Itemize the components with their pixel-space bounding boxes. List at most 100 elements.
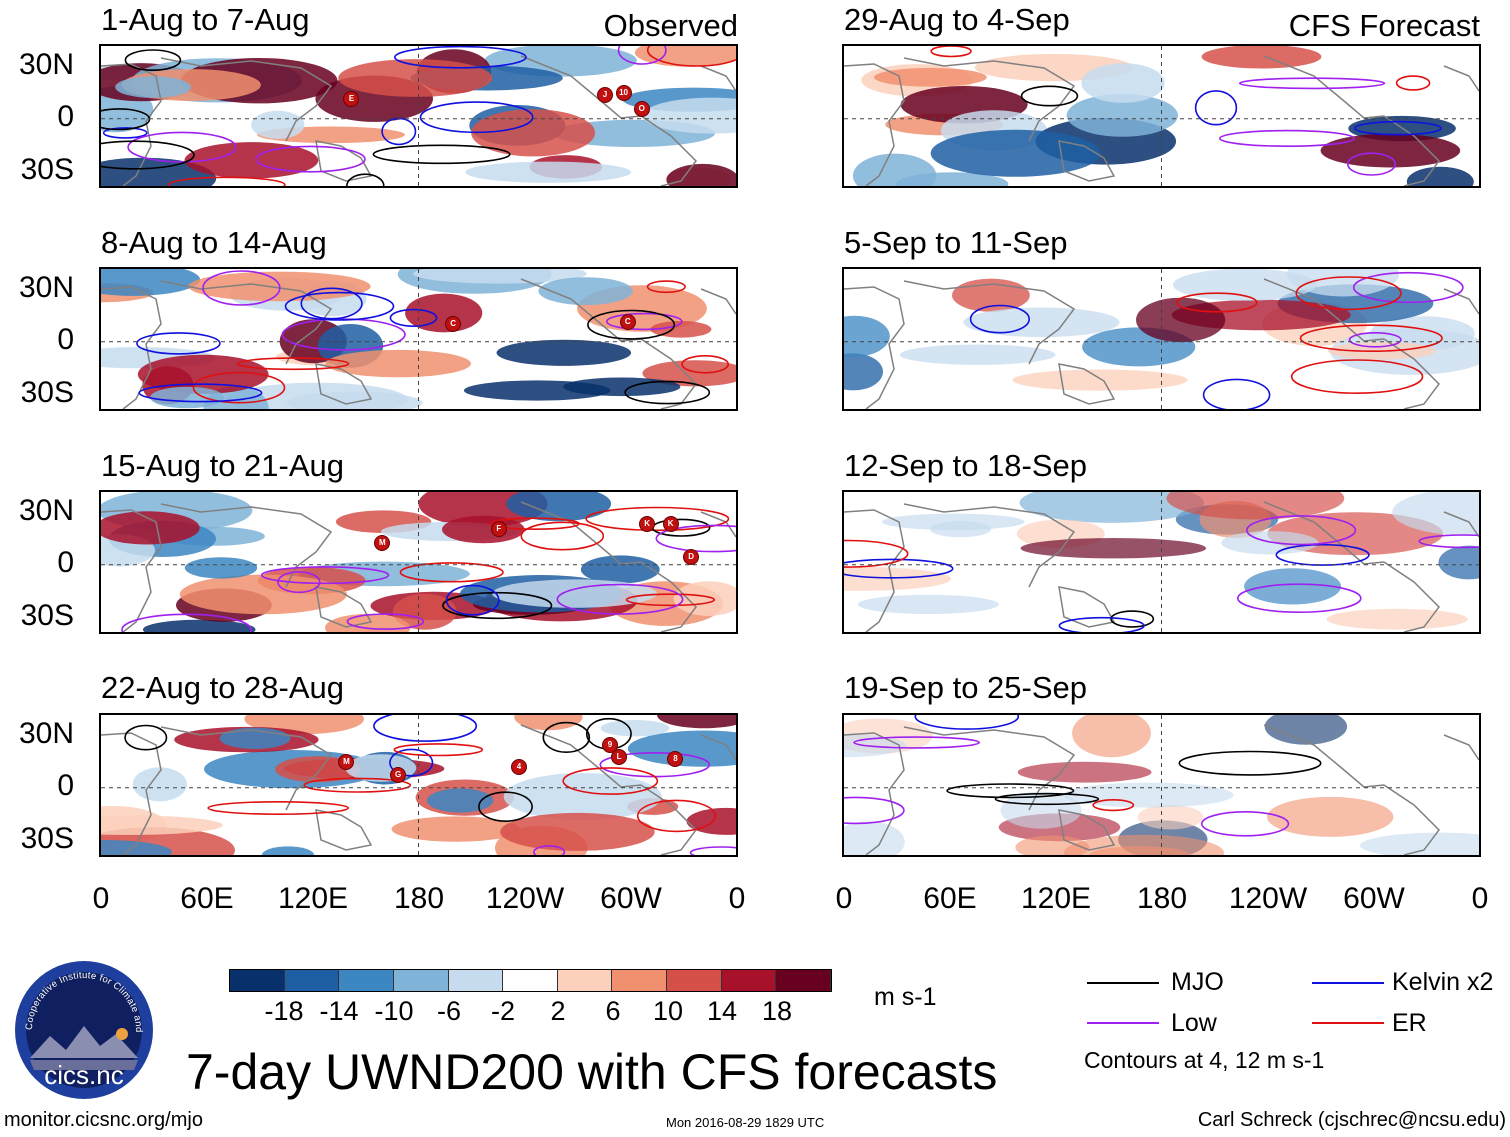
contour-note: Contours at 4, 12 m s-1 [1084, 1047, 1325, 1073]
colorbar-swatch [284, 970, 340, 991]
contour-line [914, 715, 1020, 730]
anomaly-blob [1017, 761, 1152, 783]
contour-line [1290, 359, 1424, 395]
anomaly-blob [1063, 782, 1234, 808]
colorbar-tick: -14 [319, 996, 359, 1026]
anomaly-blob [286, 391, 423, 409]
colorbar-tick: -2 [490, 996, 516, 1026]
contour-line [442, 591, 553, 620]
contour-line [389, 748, 434, 777]
contour-line [617, 46, 667, 65]
colorbar-tick: 18 [761, 996, 793, 1026]
contour-line [556, 583, 684, 615]
anomaly-blob [1267, 796, 1394, 837]
lon-label: 120E [1020, 882, 1092, 915]
anomaly-blob [492, 579, 658, 608]
colorbar-swatch [557, 970, 613, 991]
contour-line [300, 287, 363, 320]
coastline [160, 726, 333, 811]
contour-line [646, 280, 686, 294]
lon-label: 60E [180, 882, 234, 915]
legend-label-low: Low [1171, 1009, 1217, 1037]
anomaly-blob [666, 163, 736, 186]
anomaly-blob [642, 360, 736, 387]
contour-line [393, 743, 484, 757]
anomaly-blob [1072, 715, 1151, 758]
contour-line [121, 613, 252, 632]
coastline [844, 509, 905, 632]
anomaly-blob [465, 161, 632, 183]
contour-line [562, 767, 659, 795]
anomaly-field [844, 492, 1479, 632]
anomaly-blob [500, 812, 655, 851]
contour-line [646, 46, 736, 67]
contour-line [192, 371, 286, 404]
coastline [1383, 115, 1440, 186]
panel-title-fcst-2: 5-Sep to 11-Sep [844, 225, 1068, 260]
footer-url: monitor.cicsnc.org/mjo [4, 1109, 203, 1131]
coastline [315, 809, 373, 851]
coastline [640, 561, 697, 632]
contour-line [969, 304, 1030, 334]
colorbar-swatch [339, 970, 394, 991]
storm-marker: J [596, 86, 613, 103]
contour-line [1299, 324, 1443, 352]
lat-label-eq: 0 [57, 769, 74, 802]
map-panel-fcst-3 [842, 490, 1481, 634]
lon-label: 0 [92, 882, 110, 915]
anomaly-blob [1066, 94, 1178, 137]
map-panel-fcst-2 [842, 267, 1481, 411]
lon-label: 120W [485, 882, 565, 915]
coastline [160, 503, 333, 588]
contour-line [542, 721, 591, 753]
colorbar-swatch [776, 970, 832, 991]
coastline [1263, 724, 1385, 788]
legend-line-mjo [1087, 982, 1159, 984]
anomaly-blob [673, 581, 736, 616]
lat-label-eq: 0 [57, 100, 74, 133]
contour-line [101, 140, 195, 170]
colorbar-tick: 2 [550, 996, 566, 1026]
lat-label-30s: 30S [20, 822, 74, 855]
anomaly-blob [1015, 835, 1090, 855]
anomaly-blob [1019, 492, 1205, 523]
contour-line [136, 332, 221, 355]
contour-line [636, 799, 717, 833]
contour-line [689, 846, 736, 855]
contour-line [844, 796, 905, 825]
legend-label-kelvin: Kelvin x2 [1392, 968, 1494, 996]
colorbar-swatch [503, 970, 558, 991]
anomaly-blob [627, 730, 736, 767]
coastline [1058, 140, 1116, 182]
anomaly-blob [657, 715, 736, 729]
coastline [520, 501, 642, 565]
anomaly-blob [262, 846, 314, 855]
colorbar-tick: 10 [652, 996, 684, 1026]
coastline [1263, 55, 1385, 119]
colorbar-tick: -10 [374, 996, 414, 1026]
storm-marker: O [633, 101, 650, 118]
colorbar-tick: -6 [436, 996, 462, 1026]
coastline [1443, 65, 1479, 92]
contour-line [994, 792, 1100, 806]
coastline [160, 57, 333, 142]
lat-label-eq: 0 [57, 323, 74, 356]
storm-marker: C [619, 314, 636, 331]
anomaly-blob [1000, 791, 1082, 829]
coastline [844, 63, 905, 186]
contour-line [236, 357, 350, 371]
anomaly-blob [844, 353, 883, 391]
anomaly-blob [413, 269, 587, 284]
anomaly-blob [844, 821, 905, 855]
contour-line [445, 584, 500, 616]
contour-line [202, 270, 281, 306]
anomaly-blob [442, 515, 525, 544]
coastline [315, 586, 373, 628]
contour-line [1246, 515, 1357, 546]
storm-marker: M [338, 753, 355, 770]
panel-title-obs-3: 15-Aug to 21-Aug [101, 448, 345, 483]
contour-line [419, 101, 534, 134]
contour-line [399, 562, 504, 583]
anomaly-blob [101, 511, 200, 545]
